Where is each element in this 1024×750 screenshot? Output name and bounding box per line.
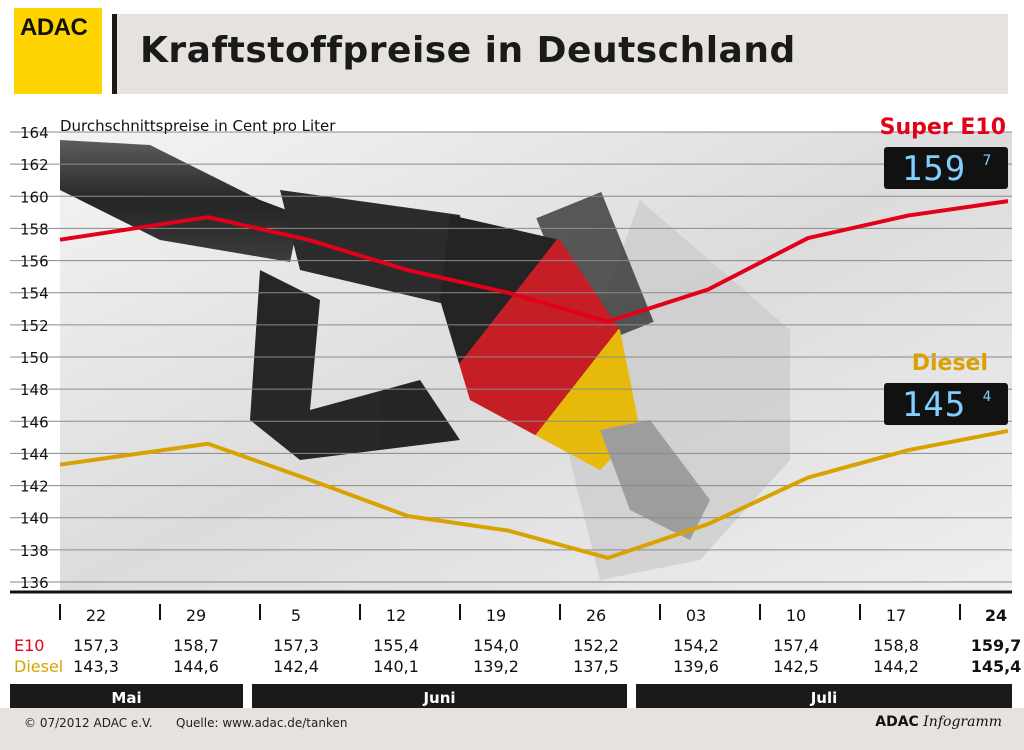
fuel-nozzle-illustration <box>60 140 790 580</box>
fuel-price-chart: 136 138 140 142 144 146 148 150 152 154 156 158 160 1… <box>10 115 1022 708</box>
data-label: 143,3 <box>73 657 119 676</box>
adac-logo: ADAC <box>14 8 102 94</box>
chart-subtitle: Durchschnittspreise in Cent pro Liter <box>60 117 336 135</box>
y-tick-label: 156 <box>20 253 49 271</box>
data-label: 142,5 <box>773 657 819 676</box>
y-tick-label: 150 <box>20 349 49 367</box>
row-label-e10: E10 <box>14 636 44 655</box>
price-display-e10: 159 7 <box>884 147 1008 189</box>
y-tick-label: 158 <box>20 220 49 238</box>
brand-italic: Infogramm <box>923 714 1002 730</box>
y-axis: 136 138 140 142 144 146 148 150 152 154 156 158 160 1… <box>20 124 49 592</box>
y-tick-label: 164 <box>20 124 49 142</box>
month-bar-segment <box>636 684 1012 708</box>
data-label: 139,6 <box>673 657 719 676</box>
month-label: Juni <box>422 689 455 707</box>
x-tick-label: 12 <box>386 606 406 625</box>
brand: ADAC Infogramm <box>875 714 1002 730</box>
x-tick-label: 29 <box>186 606 206 625</box>
series-line-diesel <box>59 428 1009 560</box>
series-line-e10 <box>59 199 1009 324</box>
y-tick-label: 142 <box>20 478 49 496</box>
data-label: 145,4 <box>971 657 1022 676</box>
data-label: 142,4 <box>273 657 319 676</box>
data-label: 154,0 <box>473 636 519 655</box>
y-tick-label: 138 <box>20 542 49 560</box>
month-bar-segment <box>252 684 627 708</box>
x-tick-label: 26 <box>586 606 606 625</box>
row-label-diesel: Diesel <box>14 657 63 676</box>
data-label: 154,2 <box>673 636 719 655</box>
price-display-diesel-digits: 145 <box>902 385 966 425</box>
price-display-diesel-decimal: 4 <box>983 389 991 405</box>
y-tick-label: 140 <box>20 510 49 528</box>
price-display-e10-digits: 159 <box>902 149 966 189</box>
logo-text: ADAC <box>20 14 88 41</box>
y-tick-label: 146 <box>20 413 49 431</box>
x-tick-label: 24 <box>985 606 1007 625</box>
source: Quelle: www.adac.de/tanken <box>176 716 348 730</box>
legend-diesel-label: Diesel <box>912 351 988 376</box>
legend-e10-label: Super E10 <box>880 115 1006 140</box>
title-divider <box>112 14 117 94</box>
month-label: Juli <box>810 689 838 707</box>
y-tick-label: 160 <box>20 188 49 206</box>
data-label: 152,2 <box>573 636 619 655</box>
x-tick-label: 22 <box>86 606 106 625</box>
data-label: 139,2 <box>473 657 519 676</box>
price-display-e10-decimal: 7 <box>983 153 991 169</box>
data-table: 22 157,3 143,3 29 158,7 144,6 5 157,3 142,4 12 155… <box>59 604 1022 676</box>
brand-bold: ADAC <box>875 714 919 730</box>
header: ADAC Kraftstoffpreise in Deutschland <box>0 0 1024 100</box>
x-tick-label: 5 <box>291 606 301 625</box>
data-label: 144,6 <box>173 657 219 676</box>
y-tick-label: 162 <box>20 156 49 174</box>
x-tick-label: 19 <box>486 606 506 625</box>
y-tick-label: 148 <box>20 381 49 399</box>
y-tick-label: 136 <box>20 574 49 592</box>
x-tick-label: 17 <box>886 606 906 625</box>
month-bar: Mai Juni Juli <box>10 684 1012 708</box>
y-tick-label: 144 <box>20 445 49 463</box>
copyright: © 07/2012 ADAC e.V. <box>24 716 153 730</box>
y-tick-label: 152 <box>20 317 49 335</box>
data-label: 157,3 <box>73 636 119 655</box>
data-label: 144,2 <box>873 657 919 676</box>
data-label: 140,1 <box>373 657 419 676</box>
x-tick-label: 03 <box>686 606 706 625</box>
y-tick-label: 154 <box>20 285 49 303</box>
price-display-diesel: 145 4 <box>884 383 1008 425</box>
data-label: 157,3 <box>273 636 319 655</box>
data-label: 158,8 <box>873 636 919 655</box>
data-label: 157,4 <box>773 636 819 655</box>
month-label: Mai <box>111 689 141 707</box>
data-label: 137,5 <box>573 657 619 676</box>
title-bar <box>112 14 1008 94</box>
footer: © 07/2012 ADAC e.V. Quelle: www.adac.de/… <box>0 708 1024 750</box>
data-label: 155,4 <box>373 636 419 655</box>
data-label: 158,7 <box>173 636 219 655</box>
page-title: Kraftstoffpreise in Deutschland <box>140 30 796 71</box>
data-label: 159,7 <box>971 636 1022 655</box>
x-tick-label: 10 <box>786 606 806 625</box>
month-bar-segment <box>10 684 243 708</box>
